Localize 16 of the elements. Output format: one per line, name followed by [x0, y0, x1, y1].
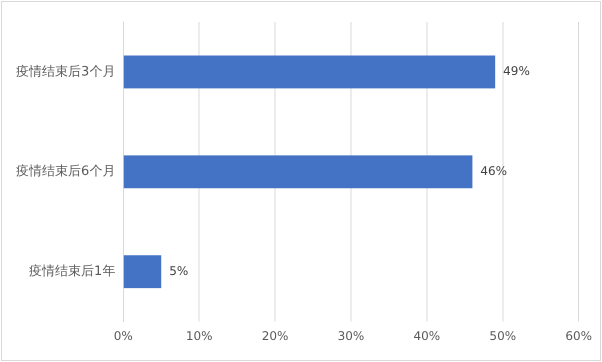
- x-tick-label: 30%: [338, 328, 364, 343]
- y-tick-label: 疫情结束后3个月: [16, 64, 116, 80]
- bar: [124, 155, 472, 188]
- y-tick-label: 疫情结束后6个月: [16, 164, 116, 180]
- x-tick-label: 40%: [414, 328, 440, 343]
- x-tick-label: 20%: [262, 328, 288, 343]
- bar: [124, 255, 162, 288]
- data-label: 49%: [503, 64, 530, 78]
- x-tick-label: 50%: [489, 328, 516, 343]
- data-label: 5%: [169, 264, 188, 278]
- x-tick-label: 0%: [114, 328, 133, 343]
- y-tick-label: 疫情结束后1年: [28, 264, 116, 280]
- data-label: 46%: [480, 164, 508, 178]
- bar: [124, 55, 496, 88]
- x-tick-label: 10%: [186, 328, 213, 343]
- x-tick-label: 60%: [565, 328, 592, 343]
